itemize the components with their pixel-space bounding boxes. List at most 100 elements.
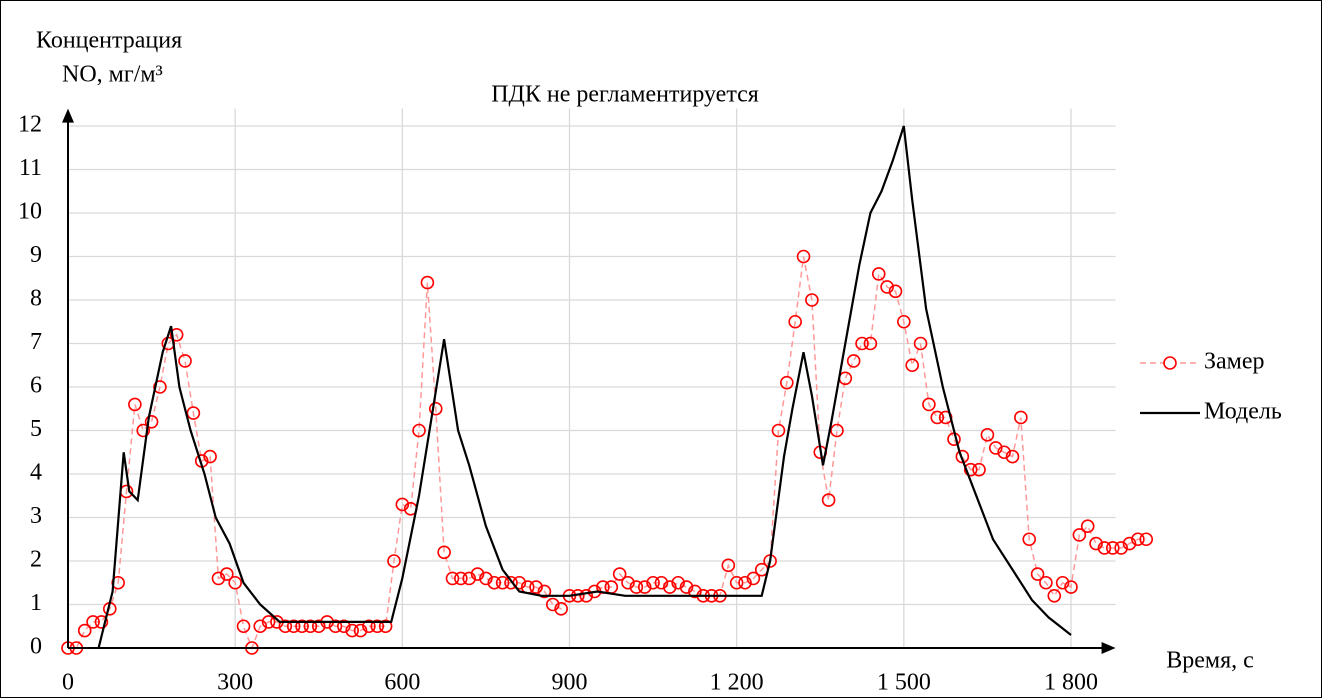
data-point <box>144 414 159 429</box>
x-tick-label: 0 <box>62 670 74 696</box>
chart-title: ПДК не регламентируется <box>491 82 759 108</box>
data-point <box>855 336 869 351</box>
y-tick-label: 4 <box>30 460 42 486</box>
data-point <box>796 249 811 264</box>
data-point <box>378 619 393 634</box>
data-point <box>662 580 677 594</box>
x-tick-label: 600 <box>384 670 420 696</box>
data-point <box>286 619 301 634</box>
data-point <box>111 575 125 590</box>
data-point <box>688 584 702 599</box>
y-tick-label: 3 <box>30 503 42 529</box>
data-point <box>303 619 318 634</box>
data-point <box>328 619 343 634</box>
data-point <box>479 571 493 586</box>
data-point <box>86 615 100 629</box>
data-point <box>537 584 552 599</box>
x-axis-label: Время, с <box>1166 648 1254 674</box>
y-tick-label: 1 <box>30 590 42 616</box>
y-tick-label: 11 <box>19 155 42 181</box>
grid <box>68 108 1116 648</box>
data-point <box>1122 536 1137 551</box>
x-tick-label: 1 800 <box>1044 670 1098 696</box>
data-point <box>337 619 351 634</box>
data-point <box>136 423 151 438</box>
data-point <box>729 575 744 590</box>
data-point <box>495 575 510 590</box>
data-point <box>1080 519 1095 534</box>
data-point <box>654 575 669 590</box>
data-point <box>253 619 268 634</box>
data-point <box>203 449 217 464</box>
data-point <box>420 275 435 290</box>
data-point <box>1030 567 1045 581</box>
x-axis-arrow <box>1101 642 1116 654</box>
data-point <box>295 619 309 634</box>
data-point <box>228 575 242 590</box>
data-point <box>1105 541 1120 555</box>
y-tick-label: 10 <box>18 199 42 225</box>
data-point <box>805 293 819 307</box>
x-tick-label: 1 200 <box>710 670 764 696</box>
data-point <box>888 284 903 299</box>
data-point <box>1097 541 1112 555</box>
data-point <box>1089 536 1103 551</box>
data-point <box>922 397 936 412</box>
data-point <box>1022 532 1037 547</box>
data-point <box>1114 541 1128 555</box>
data-point <box>612 567 627 581</box>
data-point <box>579 588 594 603</box>
data-point <box>77 623 92 638</box>
data-point <box>1131 532 1145 547</box>
data-point <box>353 623 368 638</box>
data-point <box>621 575 635 590</box>
y-tick-label: 9 <box>30 242 42 268</box>
data-point <box>236 619 251 634</box>
data-point <box>830 423 844 438</box>
data-point <box>930 410 945 425</box>
x-tick-label: 300 <box>217 670 253 696</box>
data-point <box>529 580 543 594</box>
data-point <box>278 619 293 634</box>
data-point <box>454 571 468 586</box>
data-point <box>897 314 911 329</box>
data-point <box>445 571 460 586</box>
data-point <box>370 619 385 634</box>
data-point <box>169 327 184 342</box>
data-point <box>738 575 752 590</box>
data-point <box>395 497 410 512</box>
data-point <box>646 575 660 590</box>
y-tick-label: 5 <box>30 416 42 442</box>
data-point <box>1039 575 1053 590</box>
data-point <box>771 423 786 438</box>
data-point <box>470 567 485 581</box>
y-tick-label: 12 <box>18 112 42 138</box>
data-point <box>821 493 836 507</box>
data-point <box>311 619 326 634</box>
y-axis-label: Концентрация <box>36 28 182 54</box>
data-point <box>955 449 970 464</box>
data-point <box>629 580 644 594</box>
data-point <box>487 575 502 590</box>
data-point <box>988 441 1003 455</box>
data-point <box>220 567 234 581</box>
data-point <box>1139 532 1154 547</box>
series-line <box>68 256 1147 651</box>
data-point <box>1072 528 1087 542</box>
data-point <box>94 615 109 629</box>
data-point <box>1005 449 1020 464</box>
data-point <box>178 354 192 368</box>
data-point <box>788 314 802 329</box>
data-point <box>345 623 359 638</box>
data-point <box>637 580 652 594</box>
y-tick-label: 7 <box>30 329 42 355</box>
data-point <box>746 571 761 586</box>
data-point <box>997 445 1011 460</box>
data-point <box>905 358 919 373</box>
data-point <box>387 554 401 568</box>
y-tick-label: 0 <box>30 634 42 660</box>
data-point <box>437 545 451 560</box>
